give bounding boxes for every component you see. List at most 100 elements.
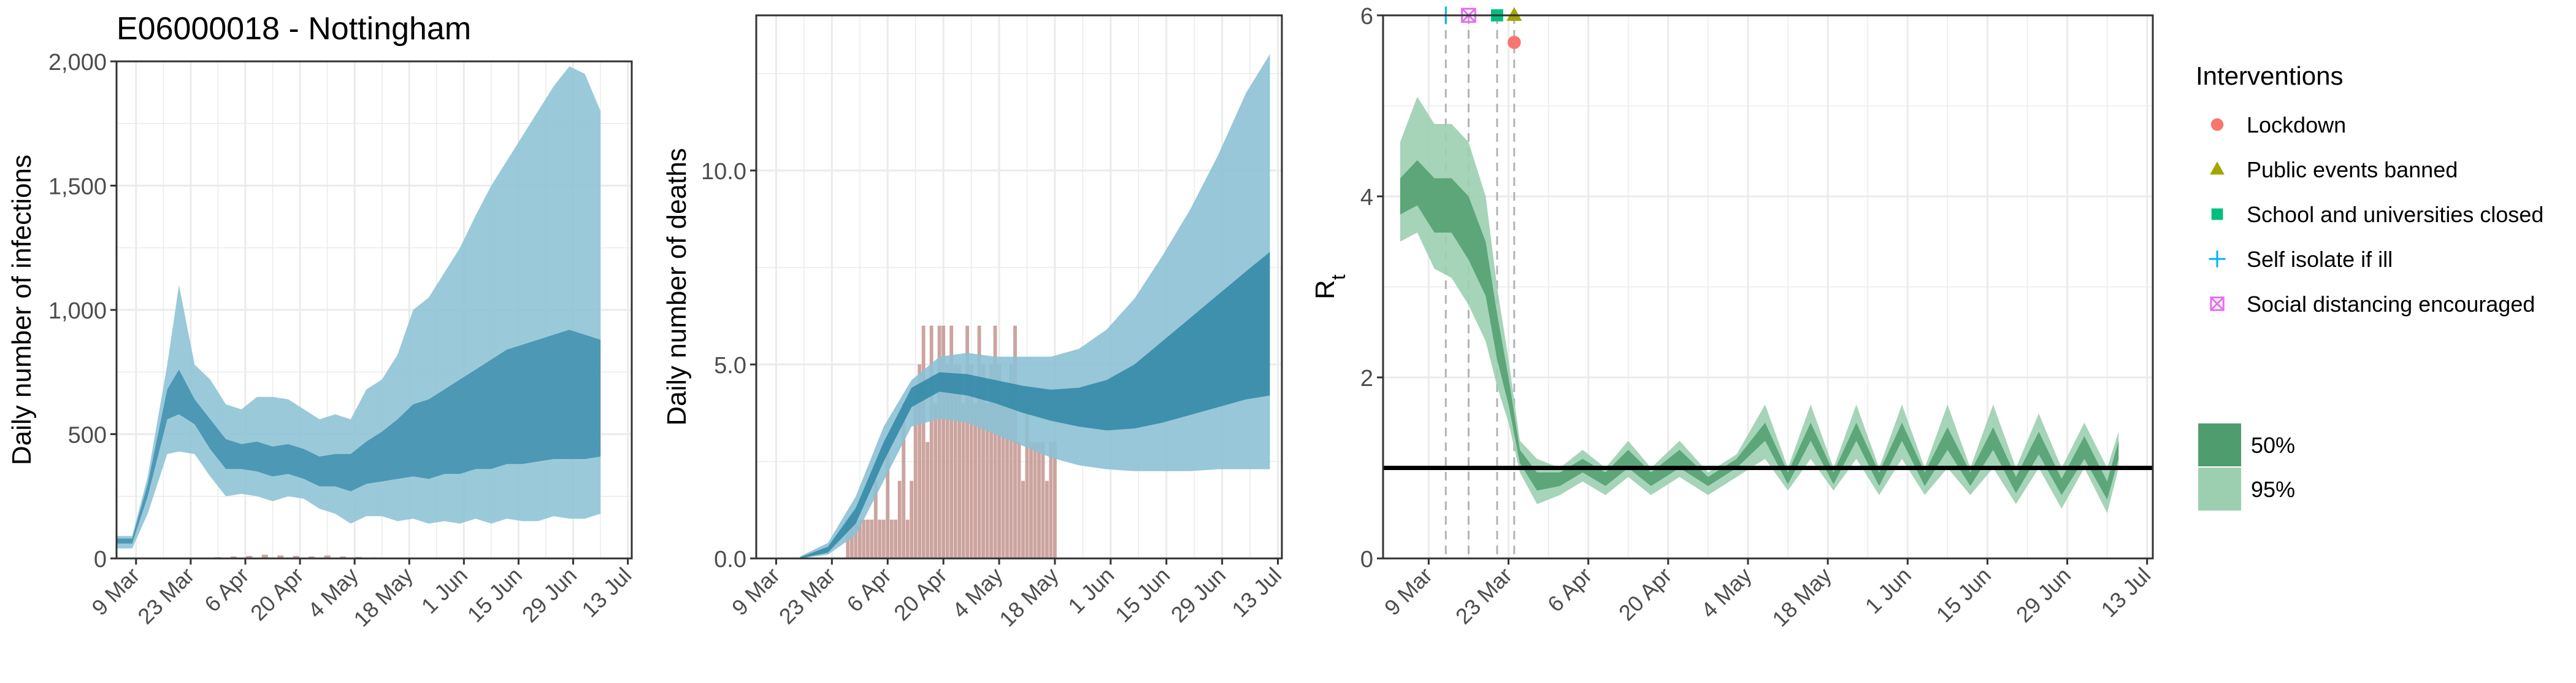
y-axis-title: Daily number of infections	[7, 155, 37, 465]
x-tick-label: 23 Mar	[774, 563, 840, 629]
y-axis-title: Daily number of deaths	[662, 148, 692, 425]
y-tick-label: 2	[1360, 366, 1373, 392]
legend: Interventions Lockdown Public events bann…	[2196, 61, 2543, 511]
x-tick-label: 15 Jun	[1931, 563, 1996, 627]
observed-bar	[945, 364, 949, 558]
legend-marker-triangle	[2210, 161, 2225, 175]
observed-bar	[961, 403, 965, 558]
observed-bar	[246, 555, 253, 558]
x-tick-label: 23 Mar	[132, 563, 199, 629]
x-tick-label: 1 Jun	[1860, 563, 1916, 619]
observed-bar	[913, 403, 918, 558]
observed-bar	[1033, 442, 1037, 558]
observed-bar	[969, 364, 973, 558]
observed-bar	[1053, 442, 1057, 558]
x-tick-label: 29 Jun	[2011, 563, 2076, 627]
observed-bar	[230, 556, 237, 558]
observed-bar	[941, 325, 946, 558]
x-tick-label: 29 Jun	[1166, 563, 1230, 627]
legend-ci-items: 50% 95%	[2198, 423, 2295, 511]
y-tick-label: 4	[1360, 185, 1373, 210]
observed-bar	[993, 325, 997, 558]
legend-label: Lockdown	[2247, 112, 2346, 137]
observed-bar	[929, 325, 933, 558]
observed-bar	[1025, 403, 1029, 558]
x-tick-label: 15 Jun	[1110, 563, 1175, 627]
band-50pct	[800, 252, 1270, 558]
x-tick-label: 18 May	[994, 563, 1063, 631]
observed-bar	[989, 364, 993, 558]
panel-border	[1382, 14, 2154, 560]
observed-bar	[905, 519, 910, 558]
y-tick-label: 500	[68, 423, 107, 449]
observed-bar	[849, 519, 854, 558]
observed-bar	[933, 403, 938, 558]
x-tick-label: 18 May	[1767, 563, 1836, 631]
intervention-marker	[1508, 36, 1521, 49]
observed-bar	[309, 556, 315, 558]
legend-label: School and universities closed	[2247, 202, 2543, 227]
band-95pct	[800, 54, 1270, 558]
y-tick-label: 0	[1360, 547, 1373, 573]
legend-label: Self isolate if ill	[2247, 247, 2393, 272]
observed-bar	[889, 519, 894, 558]
observed-bar	[857, 519, 862, 558]
x-tick-label: 13 Jul	[1227, 563, 1286, 622]
observed-bar	[1009, 364, 1013, 558]
observed-bar	[261, 554, 268, 558]
band-95pct	[1400, 96, 2119, 514]
legend-items: Lockdown Public events banned School and u…	[2209, 112, 2543, 317]
legend-ci-label: 50%	[2251, 433, 2295, 458]
legend-marker-square-x	[2210, 296, 2225, 311]
observed-bar	[886, 442, 890, 558]
observed-bar	[1049, 442, 1053, 558]
y-tick-label: 0	[94, 547, 107, 573]
x-tick-label: 13 Jul	[2096, 563, 2155, 622]
x-tick-label: 9 Mar	[1379, 563, 1437, 620]
x-tick-label: 29 Jun	[517, 563, 581, 627]
observed-bar	[881, 519, 886, 558]
x-tick-label: 20 Apr	[1614, 563, 1677, 626]
band-50pct	[1400, 160, 2119, 500]
observed-bar	[870, 519, 874, 558]
observed-bar	[324, 555, 331, 558]
y-tick-label: 1,500	[48, 174, 107, 200]
intervention-marker	[1506, 7, 1522, 21]
observed-bar	[902, 403, 906, 558]
x-tick-label: 20 Apr	[245, 563, 309, 626]
y-tick-label: 1,000	[48, 298, 107, 324]
observed-bar	[873, 480, 878, 558]
observed-bar	[1017, 442, 1021, 558]
x-tick-label: 6 Apr	[841, 563, 895, 617]
x-tick-label: 20 Apr	[889, 563, 952, 626]
legend-label: Public events banned	[2247, 157, 2458, 182]
y-tick-label: 6	[1360, 4, 1373, 29]
observed-bar	[277, 555, 284, 558]
rt-panel: 0 2 4 6 9 Mar 23 Mar 6 Apr 20 Apr 4 May 18 May 1 J…	[1310, 4, 2155, 631]
x-tick-label: 4 May	[1696, 563, 1756, 623]
observed-bar	[1021, 480, 1025, 558]
observed-bar	[937, 325, 941, 558]
legend-marker-circle	[2210, 118, 2224, 131]
observed-bar	[1041, 442, 1045, 558]
legend-ci-key	[2198, 423, 2241, 466]
observed-bar	[897, 480, 902, 558]
legend-label: Social distancing encouraged	[2247, 291, 2535, 317]
observed-bar	[985, 403, 989, 558]
observed-bar	[921, 325, 926, 558]
observed-bar	[854, 519, 858, 558]
observed-bar	[1001, 403, 1005, 558]
figure-title: E06000018 - Nottingham	[117, 11, 471, 47]
observed-bar	[1045, 480, 1049, 558]
observed-bar	[894, 519, 898, 558]
observed-bar	[340, 556, 347, 558]
band-50pct	[117, 330, 601, 544]
observed-bar	[918, 364, 922, 558]
x-tick-label: 18 May	[348, 563, 417, 631]
observed-bar	[1037, 442, 1041, 558]
observed-bar	[926, 442, 930, 558]
observed-bar	[997, 364, 1001, 558]
legend-title: Interventions	[2196, 61, 2343, 90]
observed-bar	[981, 364, 985, 558]
